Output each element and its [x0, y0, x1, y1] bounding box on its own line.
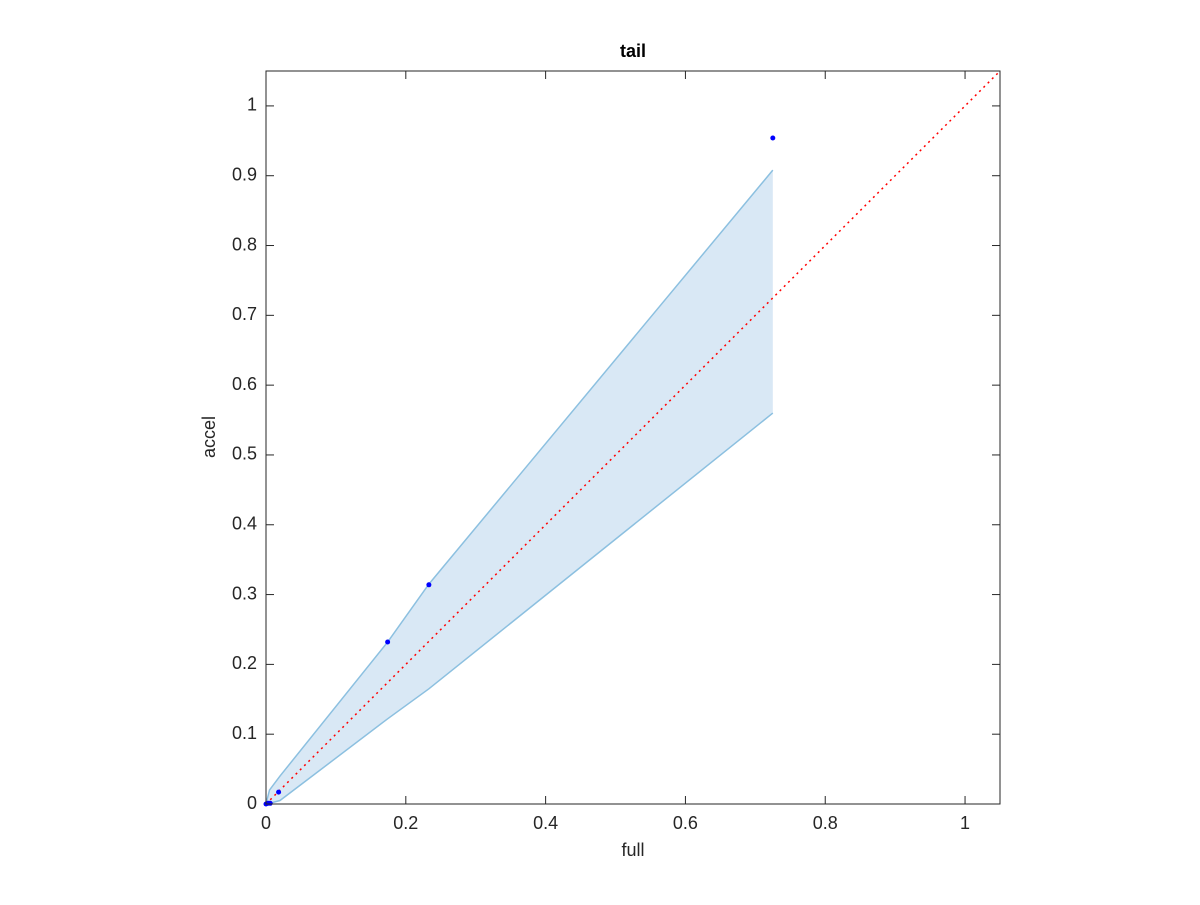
point: [426, 582, 432, 588]
reference-line: [265, 70, 1001, 805]
band-upper: [265, 169, 774, 805]
y-tick-label: 0.5: [232, 444, 257, 464]
x-tick-label: 0: [261, 813, 271, 833]
y-tick-label: 0.1: [232, 723, 257, 743]
y-tick-label: 0.2: [232, 653, 257, 673]
x-tick-label: 1: [960, 813, 970, 833]
y-tick-label: 0.3: [232, 583, 257, 603]
y-tick-label: 0.7: [232, 304, 257, 324]
point: [385, 639, 391, 645]
point: [770, 135, 776, 141]
y-tick-label: 0.8: [232, 234, 257, 254]
y-tick-label: 1: [247, 95, 257, 115]
chart-title: tail: [620, 41, 646, 61]
y-tick-label: 0.9: [232, 164, 257, 184]
point: [267, 800, 273, 806]
x-tick-label: 0.2: [393, 813, 418, 833]
y-tick-label: 0.6: [232, 374, 257, 394]
y-tick-label: 0: [247, 793, 257, 813]
x-tick-label: 0.8: [813, 813, 838, 833]
point: [276, 789, 282, 795]
y-tick-label: 0.4: [232, 514, 257, 534]
band-fill: [266, 170, 773, 804]
x-axis-label: full: [621, 840, 644, 860]
x-tick-label: 0.6: [673, 813, 698, 833]
plot-box: [265, 70, 1001, 805]
x-tick-label: 0.4: [533, 813, 558, 833]
y-axis-label: accel: [199, 416, 219, 458]
